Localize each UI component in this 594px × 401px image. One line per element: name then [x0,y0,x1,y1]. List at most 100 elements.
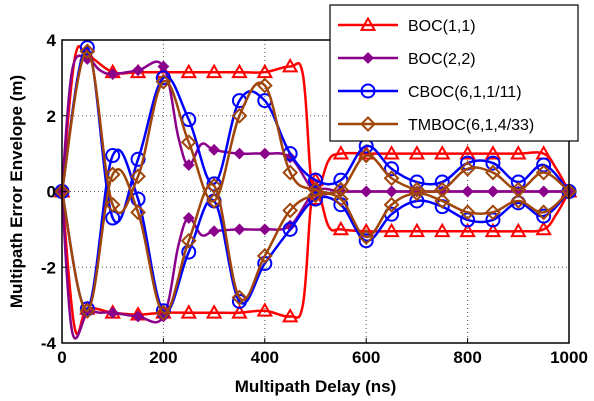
series-point [233,147,246,160]
series-4 [54,43,577,321]
series-point [155,303,171,319]
series-point [231,107,248,124]
series-point [537,185,550,198]
legend-entry: CBOC(6,1,1/11) [338,83,522,101]
series-point [258,147,271,160]
series-point [256,247,273,264]
series-point [105,148,121,164]
series-point [536,208,552,224]
series-point [459,160,476,177]
x-tick-label: 400 [251,348,279,367]
series-point [181,244,197,260]
series-point [233,223,246,236]
legend-marker [362,52,374,64]
series-point [358,147,375,164]
series-point [231,63,248,79]
series-point [79,43,96,60]
series-point [208,143,221,156]
series-point [383,145,400,160]
series-point [383,170,400,187]
legend-label: BOC(1,1) [408,18,476,35]
series-point [535,164,552,181]
series-point [459,204,476,221]
series-point [282,164,299,181]
series-point [79,302,96,319]
legend-label: BOC(2,2) [408,51,476,68]
series-point [434,193,451,209]
series-point [383,196,400,213]
series-point [155,304,172,321]
series-point [510,181,527,198]
series-point [461,185,474,198]
legend-entry: TMBOC(6,1,4/33) [338,116,534,134]
legend-marker [360,116,376,132]
grid [62,40,569,343]
x-tick-label: 200 [149,348,177,367]
series-point [535,204,552,221]
series-point [206,177,223,194]
series-point [385,185,398,198]
series-point [206,176,222,192]
series-point [408,222,426,238]
series-point [205,63,223,79]
series-point [208,225,221,238]
series-point [358,229,375,245]
series-point [130,168,146,185]
series-point [256,302,274,317]
y-tick-label: -4 [41,334,57,353]
series-point [180,134,197,151]
series-point [485,155,501,171]
y-tick-label: 0 [47,183,56,202]
legend-box [329,4,579,142]
series-point [258,223,271,236]
series-point [282,221,298,237]
series-point [231,293,247,309]
legend-entry: BOC(1,1) [338,16,476,35]
series-point [155,70,171,86]
legend-marker [359,16,377,31]
series-point [132,310,144,323]
series-point [130,151,146,167]
series-point [383,222,400,238]
series-point [104,166,121,183]
series-point [358,233,374,249]
series-line [60,50,570,215]
series-point [408,145,426,160]
series-point [282,202,299,219]
legend: BOC(1,1) BOC(2,2) CBOC(6,1,1/11) TMBOC(6,1,… [329,4,579,142]
series-point [307,187,324,204]
x-tick-label: 600 [352,348,380,367]
y-axis-label: Multipath Error Envelope (m) [7,75,26,308]
series-point [434,222,451,238]
x-tick-label: 0 [57,348,66,367]
series-point [459,222,476,238]
series-point [484,145,502,160]
series-point [485,204,501,221]
x-tick-label: 1000 [550,348,588,367]
series-point [332,145,350,160]
series-point [408,185,425,202]
series-point [106,68,119,81]
series-point [510,222,527,238]
x-tick-label: 800 [453,348,481,367]
series-point [360,185,373,198]
series-point [384,161,400,177]
series-point [180,304,197,319]
series-point [180,63,197,79]
series-point [459,145,476,160]
series-point [308,172,323,188]
series-point [256,77,273,94]
series-point [485,164,501,181]
series-point [408,181,425,198]
series-line [60,46,570,224]
series-point [535,220,552,236]
series-layer [53,40,578,340]
series-point [308,191,323,207]
series-point [79,301,95,317]
series-point [79,40,95,56]
series-point [281,57,299,73]
y-tick-label: 4 [47,31,57,50]
ticks: 0 200 400 600 800 1000 -4 -2 0 2 4 [41,31,588,367]
series-point [180,232,197,249]
